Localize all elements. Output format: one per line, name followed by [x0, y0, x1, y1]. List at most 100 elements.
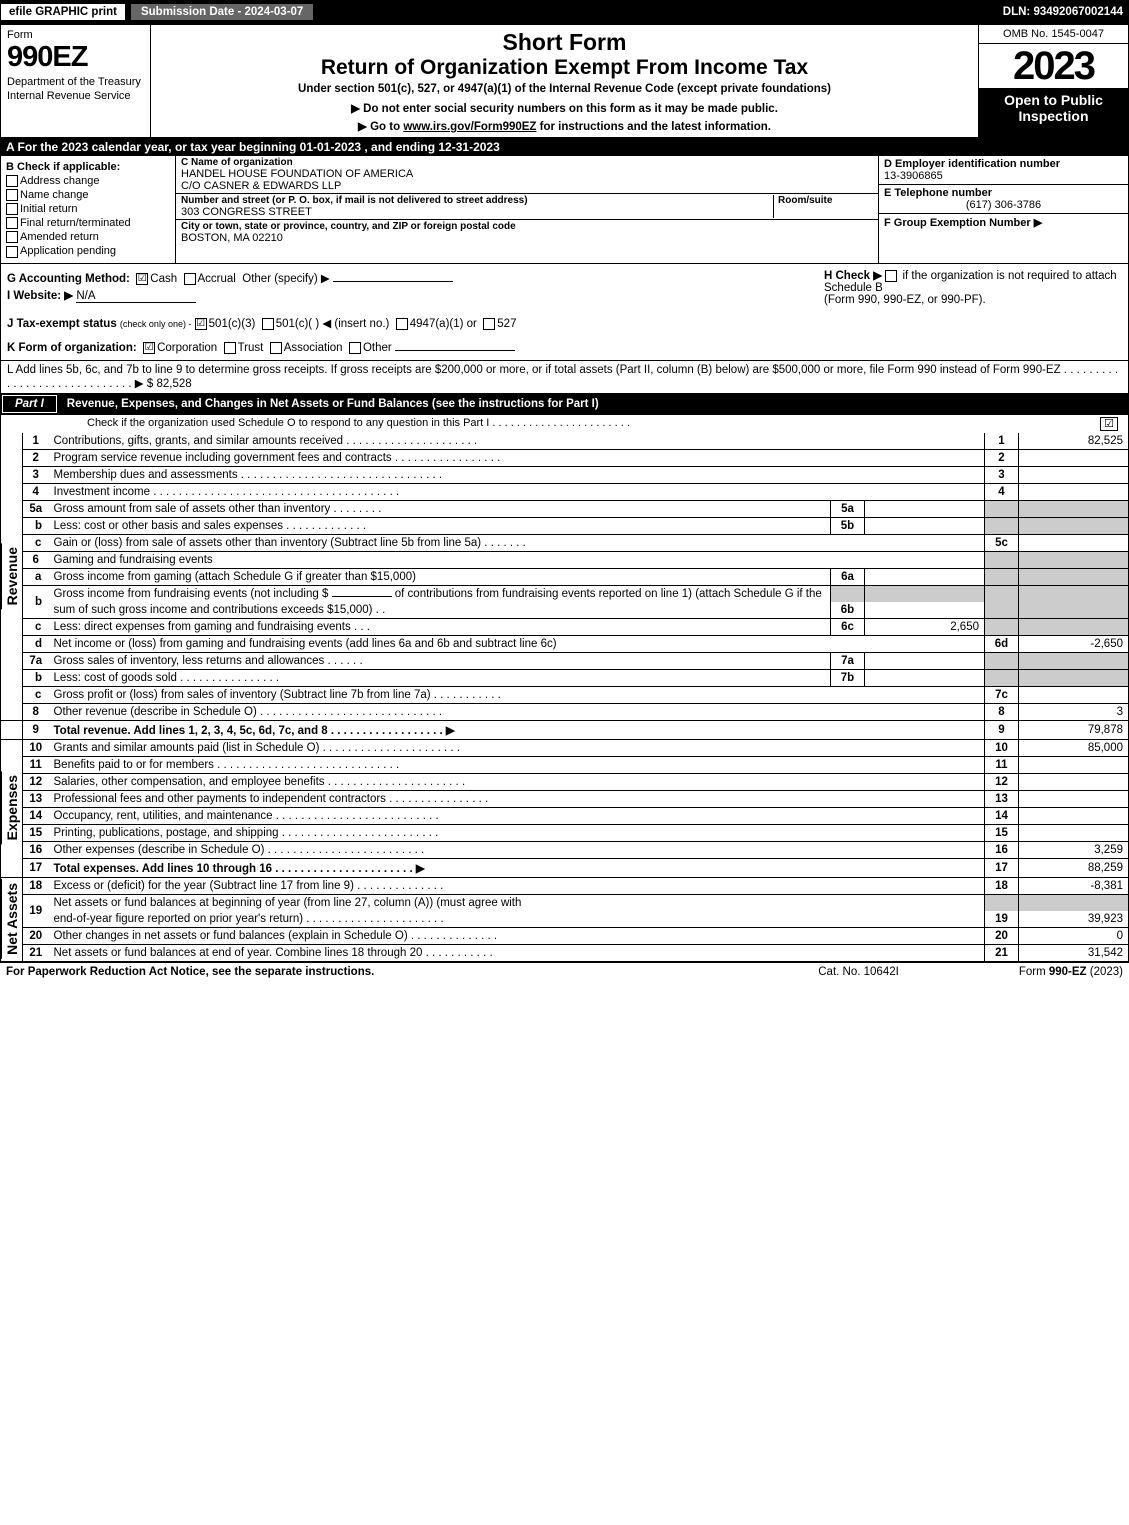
line-6b-desc3: sum of such gross income and contributio… [49, 602, 831, 619]
line-18-desc: Excess or (deficit) for the year (Subtra… [49, 877, 985, 894]
efile-label: efile GRAPHIC print [0, 3, 126, 21]
open-public: Open to Public Inspection [979, 88, 1128, 137]
form-of-org: K Form of organization: ☑Corporation Tru… [7, 342, 1122, 354]
part-i-header: Part I Revenue, Expenses, and Changes in… [0, 393, 1129, 415]
section-def: D Employer identification number 13-3906… [878, 156, 1128, 263]
line-num: 1 [23, 433, 49, 450]
line-5a-desc: Gross amount from sale of assets other t… [49, 500, 831, 517]
group-exemption-label: F Group Exemption Number ▶ [884, 217, 1042, 229]
section-j: J Tax-exempt status (check only one) - ☑… [0, 310, 1129, 336]
dept-treasury: Department of the Treasury [7, 76, 144, 88]
line-5c-desc: Gain or (loss) from sale of assets other… [49, 534, 985, 551]
line-6d-val: -2,650 [1019, 635, 1129, 652]
line-1-desc: Contributions, gifts, grants, and simila… [49, 433, 985, 450]
submission-date: Submission Date - 2024-03-07 [130, 3, 314, 21]
line-3-desc: Membership dues and assessments . . . . … [49, 466, 985, 483]
ein-label: D Employer identification number [884, 158, 1123, 170]
top-bar: efile GRAPHIC print Submission Date - 20… [0, 0, 1129, 24]
line-12-desc: Salaries, other compensation, and employ… [49, 773, 985, 790]
city-row: City or town, state or province, country… [176, 220, 878, 245]
org-name: HANDEL HOUSE FOUNDATION OF AMERICA [181, 168, 873, 180]
accrual-checkbox [184, 273, 196, 285]
goto-prefix: ▶ Go to [358, 121, 403, 133]
part-i-title: Revenue, Expenses, and Changes in Net As… [67, 398, 1127, 410]
line-13-desc: Professional fees and other payments to … [49, 790, 985, 807]
section-l: L Add lines 5b, 6c, and 7b to line 9 to … [0, 361, 1129, 393]
other-checkbox [349, 342, 361, 354]
line-6a-desc: Gross income from gaming (attach Schedul… [49, 568, 831, 585]
line-7a-desc: Gross sales of inventory, less returns a… [49, 652, 831, 669]
phone-label: E Telephone number [884, 187, 1123, 199]
cash-checkbox: ☑ [136, 273, 148, 285]
line-16-val: 3,259 [1019, 841, 1129, 858]
line-17-desc: Total expenses. Add lines 10 through 16 … [49, 858, 985, 877]
revenue-label: Revenue [1, 543, 22, 609]
form-header: Form 990EZ Department of the Treasury In… [0, 24, 1129, 138]
street: 303 CONGRESS STREET [181, 206, 773, 218]
group-exemption-row: F Group Exemption Number ▶ [879, 214, 1128, 231]
under-section: Under section 501(c), 527, or 4947(a)(1)… [155, 83, 974, 95]
section-gi: G Accounting Method: ☑Cash Accrual Other… [1, 264, 818, 310]
line-20-val: 0 [1019, 927, 1129, 944]
section-c-wrap: C Name of organization HANDEL HOUSE FOUN… [176, 156, 1128, 263]
line-1-val: 82,525 [1019, 433, 1129, 450]
line-10-desc: Grants and similar amounts paid (list in… [49, 739, 985, 756]
footer-right: Form 990-EZ (2023) [1019, 966, 1123, 978]
schedule-b-checkbox [885, 270, 897, 282]
goto-suffix: for instructions and the latest informat… [540, 121, 771, 133]
tax-exempt-status: J Tax-exempt status (check only one) - ☑… [7, 316, 1122, 330]
website-line: I Website: ▶ N/A [7, 288, 812, 303]
dln: DLN: 93492067002144 [1003, 6, 1129, 18]
501c-checkbox [262, 318, 274, 330]
org-co: C/O CASNER & EDWARDS LLP [181, 180, 873, 192]
part-i-subtext: Check if the organization used Schedule … [0, 415, 1129, 433]
phone-value: (617) 306-3786 [884, 199, 1123, 211]
line-19-desc2: end-of-year figure reported on prior yea… [49, 911, 985, 928]
line-7c-desc: Gross profit or (loss) from sales of inv… [49, 686, 985, 703]
netassets-label: Net Assets [1, 879, 22, 959]
section-b-header: B Check if applicable: [6, 161, 170, 173]
check-name-change: Name change [6, 189, 170, 201]
527-checkbox [483, 318, 495, 330]
phone-row: E Telephone number (617) 306-3786 [879, 185, 1128, 214]
assoc-checkbox [270, 342, 282, 354]
line-19-val: 39,923 [1019, 911, 1129, 928]
section-ghi: G Accounting Method: ☑Cash Accrual Other… [0, 264, 1129, 310]
website-value: N/A [76, 290, 196, 303]
irs-label: Internal Revenue Service [7, 90, 144, 102]
line-16-desc: Other expenses (describe in Schedule O) … [49, 841, 985, 858]
check-address-change: Address change [6, 175, 170, 187]
section-k: K Form of organization: ☑Corporation Tru… [0, 336, 1129, 361]
city-label: City or town, state or province, country… [181, 221, 873, 232]
line-4-desc: Investment income . . . . . . . . . . . … [49, 483, 985, 500]
line-9-val: 79,878 [1019, 720, 1129, 739]
org-name-label: C Name of organization [181, 157, 873, 168]
header-right: OMB No. 1545-0047 2023 Open to Public In… [978, 25, 1128, 137]
trust-checkbox [224, 342, 236, 354]
page-footer: For Paperwork Reduction Act Notice, see … [0, 962, 1129, 981]
org-name-row: C Name of organization HANDEL HOUSE FOUN… [176, 156, 878, 194]
street-row: Number and street (or P. O. box, if mail… [176, 194, 878, 220]
ein-value: 13-3906865 [884, 170, 1123, 182]
line-6c-desc: Less: direct expenses from gaming and fu… [49, 618, 831, 635]
schedule-o-checkbox: ☑ [1100, 417, 1118, 431]
line-6-desc: Gaming and fundraising events [49, 551, 985, 568]
footer-catno: Cat. No. 10642I [818, 966, 899, 978]
section-c: C Name of organization HANDEL HOUSE FOUN… [176, 156, 878, 263]
line-10-val: 85,000 [1019, 739, 1129, 756]
goto-link[interactable]: www.irs.gov/Form990EZ [403, 121, 536, 133]
street-label: Number and street (or P. O. box, if mail… [181, 195, 773, 206]
header-center: Short Form Return of Organization Exempt… [151, 25, 978, 137]
gross-receipts: 82,528 [156, 378, 191, 390]
footer-left: For Paperwork Reduction Act Notice, see … [6, 966, 374, 978]
check-amended-return: Amended return [6, 231, 170, 243]
line-18-val: -8,381 [1019, 877, 1129, 894]
line-14-desc: Occupancy, rent, utilities, and maintena… [49, 807, 985, 824]
line-5b-desc: Less: cost or other basis and sales expe… [49, 517, 831, 534]
omb-number: OMB No. 1545-0047 [979, 25, 1128, 44]
line-8-desc: Other revenue (describe in Schedule O) .… [49, 703, 985, 720]
expenses-label: Expenses [1, 771, 22, 844]
room-label: Room/suite [778, 195, 873, 206]
line-7b-desc: Less: cost of goods sold . . . . . . . .… [49, 669, 831, 686]
city: BOSTON, MA 02210 [181, 232, 873, 244]
